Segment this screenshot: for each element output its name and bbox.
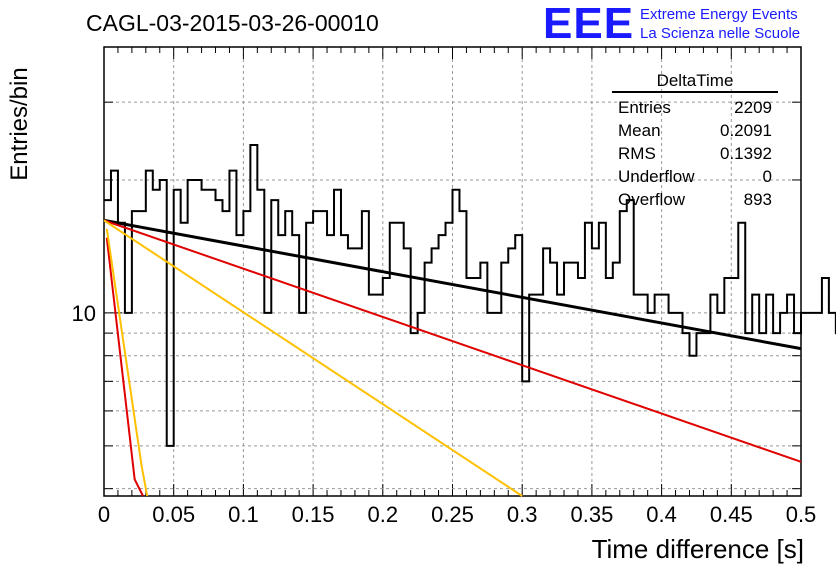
stats-label: Underflow bbox=[618, 167, 695, 186]
x-axis-label: Time difference [s] bbox=[591, 534, 804, 564]
logo-text: Extreme Energy Events La Scienza nelle S… bbox=[640, 2, 800, 43]
x-tick-label: 0 bbox=[98, 502, 110, 527]
fit-curve bbox=[103, 219, 802, 463]
stats-value: 0.2091 bbox=[720, 121, 772, 140]
stats-label: Mean bbox=[618, 121, 661, 140]
stats-value: 0.1392 bbox=[720, 144, 772, 163]
logo-mark: EEE bbox=[543, 0, 635, 48]
stats-label: Overflow bbox=[618, 190, 686, 209]
logo-line-2: La Scienza nelle Scuole bbox=[640, 25, 801, 42]
y-tick-label: 10 bbox=[72, 301, 96, 326]
x-tick-label: 0.25 bbox=[431, 502, 474, 527]
stats-row-entries: Entries 2209 bbox=[612, 96, 778, 119]
fit-curve bbox=[103, 218, 802, 351]
x-tick-label: 0.45 bbox=[710, 502, 753, 527]
fit-curve bbox=[105, 228, 149, 497]
x-tick-label: 0.5 bbox=[786, 502, 817, 527]
stats-title: DeltaTime bbox=[612, 70, 778, 93]
fit-curve bbox=[103, 219, 523, 497]
chart-title: CAGL-03-2015-03-26-00010 bbox=[86, 10, 379, 36]
stats-row-underflow: Underflow 0 bbox=[612, 165, 778, 188]
stats-value: 0 bbox=[762, 167, 772, 186]
stats-label: RMS bbox=[618, 144, 656, 163]
stats-row-rms: RMS 0.1392 bbox=[612, 142, 778, 165]
x-tick-label: 0.35 bbox=[570, 502, 613, 527]
x-tick-label: 0.1 bbox=[228, 502, 259, 527]
logo-line-1: Extreme Energy Events bbox=[640, 6, 798, 23]
stats-value: 893 bbox=[743, 190, 772, 209]
y-axis-label: Entries/bin bbox=[6, 67, 33, 181]
x-tick-label: 0.15 bbox=[292, 502, 335, 527]
histogram-outline bbox=[104, 143, 836, 447]
stats-value: 2209 bbox=[734, 98, 772, 117]
stats-box: DeltaTime Entries 2209 Mean 0.2091 RMS 0… bbox=[612, 70, 778, 211]
x-tick-label: 0.05 bbox=[152, 502, 195, 527]
stats-label: Entries bbox=[618, 98, 671, 117]
x-tick-label: 0.2 bbox=[368, 502, 399, 527]
eee-logo: EEE Extreme Energy Events La Scienza nel… bbox=[543, 2, 800, 46]
stats-row-overflow: Overflow 893 bbox=[612, 188, 778, 211]
fit-curve bbox=[105, 237, 144, 497]
x-tick-label: 0.3 bbox=[507, 502, 538, 527]
stats-row-mean: Mean 0.2091 bbox=[612, 119, 778, 142]
x-tick-label: 0.4 bbox=[646, 502, 677, 527]
